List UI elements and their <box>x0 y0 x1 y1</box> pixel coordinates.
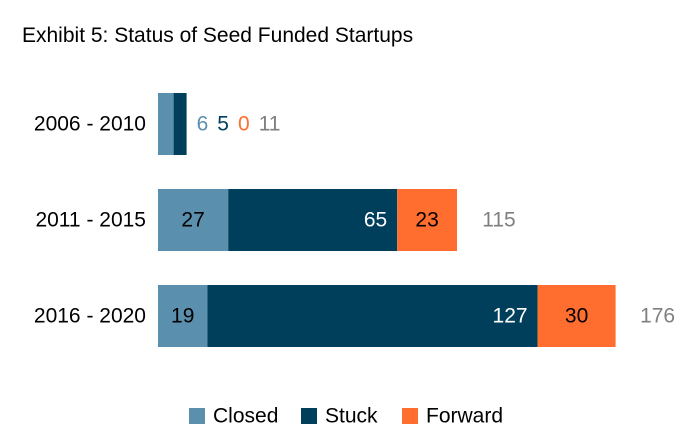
data-label-forward-2011-2015: 23 <box>415 209 438 232</box>
legend-swatch-stuck <box>301 408 317 424</box>
category-label-2016-2020: 2016 - 2020 <box>34 305 146 328</box>
data-label-closed-2011-2015: 27 <box>181 209 204 232</box>
data-label-forward-2006-2010: 0 <box>238 113 250 136</box>
bar-stuck-2011-2015 <box>228 189 398 251</box>
total-label-2011-2015: 115 <box>482 209 515 232</box>
data-label-stuck-2011-2015: 65 <box>364 209 387 232</box>
data-label-forward-2016-2020: 30 <box>565 305 588 328</box>
chart-title: Exhibit 5: Status of Seed Funded Startup… <box>22 24 413 47</box>
bar-closed-2016-2020 <box>158 285 208 347</box>
data-label-closed-2006-2010: 6 <box>197 113 209 136</box>
bar-closed-2011-2015 <box>158 189 229 251</box>
total-label-2016-2020: 176 <box>640 305 675 328</box>
bar-closed-2006-2010 <box>158 93 174 155</box>
legend-label-forward: Forward <box>426 405 503 428</box>
data-label-stuck-2016-2020: 127 <box>493 305 528 328</box>
legend-swatch-closed <box>189 408 205 424</box>
category-label-2006-2010: 2006 - 2010 <box>34 113 146 136</box>
data-label-closed-2016-2020: 19 <box>171 305 194 328</box>
legend-label-stuck: Stuck <box>325 405 378 428</box>
category-label-2011-2015: 2011 - 2015 <box>35 209 146 232</box>
total-label-2006-2010: 11 <box>259 113 281 136</box>
bar-forward-2011-2015 <box>397 189 457 251</box>
bar-forward-2016-2020 <box>537 285 616 347</box>
data-label-stuck-2006-2010: 5 <box>217 113 229 136</box>
bar-stuck-2006-2010 <box>173 93 187 155</box>
legend: Closed Stuck Forward <box>189 405 503 428</box>
legend-label-closed: Closed <box>213 405 278 428</box>
legend-swatch-forward <box>402 408 418 424</box>
bar-stuck-2016-2020 <box>207 285 538 347</box>
